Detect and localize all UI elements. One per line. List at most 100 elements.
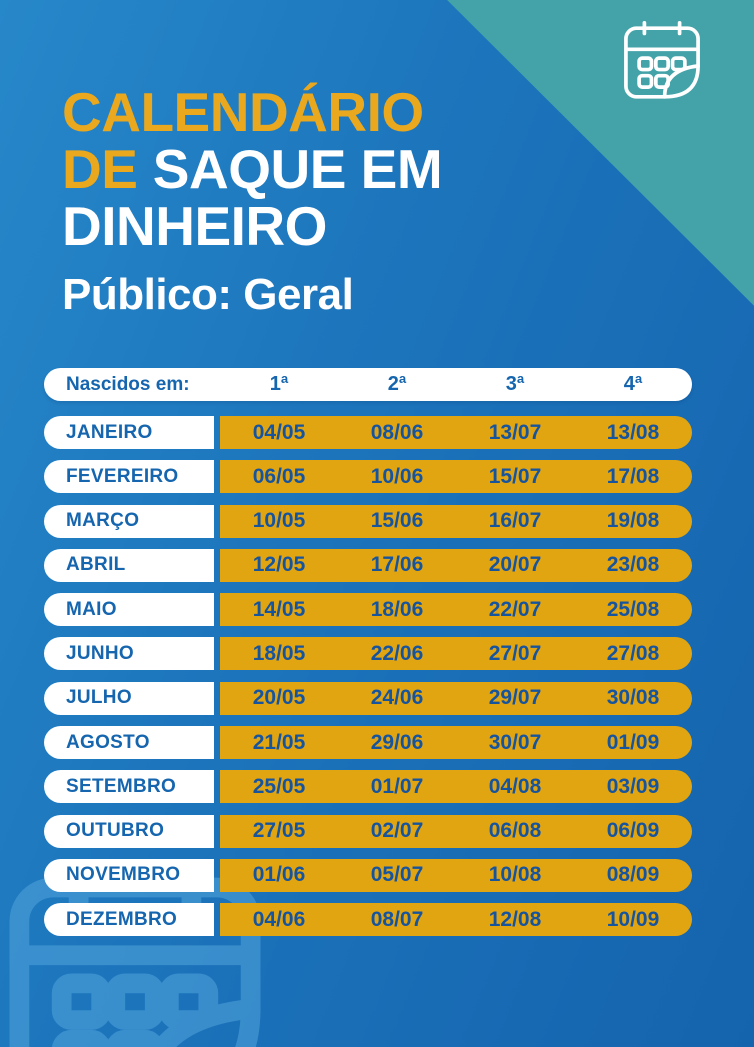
month-cell: NOVEMBRO (44, 858, 214, 892)
date-value: 29/07 (488, 686, 542, 710)
table-row: DEZEMBRO 04/06 08/07 12/08 10/09 (44, 903, 692, 937)
table-header-columns: 1ª 2ª 3ª 4ª (220, 373, 692, 396)
date-value: 20/07 (488, 553, 542, 577)
date-value: 15/06 (370, 509, 424, 533)
dates-cell: 12/05 17/06 20/07 23/08 (220, 548, 692, 582)
date-value: 10/09 (606, 907, 660, 931)
date-value: 15/07 (488, 464, 542, 488)
date-value: 08/09 (606, 863, 660, 887)
column-header-2: 2ª (387, 373, 407, 395)
date-value: 29/06 (370, 730, 424, 754)
table-row: JANEIRO 04/05 08/06 13/07 13/08 (44, 416, 692, 449)
date-value: 13/07 (488, 420, 542, 444)
month-label: OUTUBRO (66, 820, 165, 842)
month-label: NOVEMBRO (66, 864, 181, 886)
dates-cell: 14/05 18/06 22/07 25/08 (220, 593, 692, 627)
date-value: 30/08 (606, 686, 660, 710)
date-value: 04/05 (252, 420, 306, 444)
date-value: 06/05 (252, 464, 306, 488)
table-row: AGOSTO 21/05 29/06 30/07 01/09 (44, 726, 692, 760)
dates-cell: 04/06 08/07 12/08 10/09 (220, 903, 692, 937)
date-value: 20/05 (252, 686, 306, 710)
column-header-4: 4ª (623, 373, 643, 395)
calendar-icon (625, 22, 699, 98)
month-cell: DEZEMBRO (44, 903, 214, 937)
month-cell: MAIO (44, 593, 214, 627)
date-value: 27/08 (606, 641, 660, 665)
dates-cell: 20/05 24/06 29/07 30/08 (220, 681, 692, 715)
date-value: 04/06 (252, 907, 306, 931)
month-label: DEZEMBRO (66, 908, 178, 930)
date-value: 19/08 (606, 509, 660, 533)
date-value: 06/08 (488, 819, 542, 843)
month-cell: OUTUBRO (44, 814, 214, 848)
table-row: MARÇO 10/05 15/06 16/07 19/08 (44, 504, 692, 538)
date-value: 16/07 (488, 509, 542, 533)
dates-cell: 21/05 29/06 30/07 01/09 (220, 726, 692, 760)
date-value: 23/08 (606, 553, 660, 577)
dates-cell: 25/05 01/07 04/08 03/09 (220, 770, 692, 804)
table-row: JUNHO 18/05 22/06 27/07 27/08 (44, 637, 692, 671)
date-value: 18/06 (370, 597, 424, 621)
month-cell: MARÇO (44, 504, 214, 538)
date-value: 04/08 (488, 774, 542, 798)
month-cell: SETEMBRO (44, 770, 214, 804)
month-cell: JUNHO (44, 637, 214, 671)
title-line-3: DINHEIRO (62, 198, 442, 255)
date-value: 17/06 (370, 553, 424, 577)
date-value: 13/08 (606, 420, 660, 444)
dates-cell: 10/05 15/06 16/07 19/08 (220, 504, 692, 538)
date-value: 05/07 (370, 863, 424, 887)
month-cell: AGOSTO (44, 726, 214, 760)
dates-cell: 27/05 02/07 06/08 06/09 (220, 814, 692, 848)
title-line1-text: CALENDÁRIO (62, 81, 424, 143)
date-value: 22/07 (488, 597, 542, 621)
date-value: 27/05 (252, 819, 306, 843)
dates-cell: 06/05 10/06 15/07 17/08 (220, 460, 692, 494)
subtitle: Público: Geral (62, 270, 354, 319)
dates-cell: 18/05 22/06 27/07 27/08 (220, 637, 692, 671)
month-label: MAIO (66, 598, 117, 620)
date-value: 10/05 (252, 509, 306, 533)
dates-cell: 01/06 05/07 10/08 08/09 (220, 858, 692, 892)
date-value: 12/05 (252, 553, 306, 577)
month-label: FEVEREIRO (66, 465, 179, 487)
table-row: FEVEREIRO 06/05 10/06 15/07 17/08 (44, 460, 692, 494)
table-row: SETEMBRO 25/05 01/07 04/08 03/09 (44, 770, 692, 804)
column-header-3: 3ª (505, 373, 525, 395)
date-value: 30/07 (488, 730, 542, 754)
title-line2-rest: SAQUE EM (152, 138, 443, 200)
title-line3-text: DINHEIRO (62, 195, 327, 257)
date-value: 02/07 (370, 819, 424, 843)
month-label: JANEIRO (66, 421, 153, 443)
month-cell: JANEIRO (44, 416, 214, 449)
date-value: 14/05 (252, 597, 306, 621)
table-row: MAIO 14/05 18/06 22/07 25/08 (44, 593, 692, 627)
date-value: 24/06 (370, 686, 424, 710)
calendar-table-rows: JANEIRO 04/05 08/06 13/07 13/08 FEVEREIRO 06/0… (44, 416, 692, 937)
title-line-2: DE SAQUE EM (62, 138, 443, 200)
date-value: 12/08 (488, 907, 542, 931)
table-row: NOVEMBRO 01/06 05/07 10/08 08/09 (44, 858, 692, 892)
date-value: 01/07 (370, 774, 424, 798)
date-value: 08/06 (370, 420, 424, 444)
date-value: 18/05 (252, 641, 306, 665)
date-value: 01/09 (606, 730, 660, 754)
date-value: 25/05 (252, 774, 306, 798)
title-line-1: CALENDÁRIO (62, 84, 442, 141)
month-cell: JULHO (44, 681, 214, 715)
month-label: JULHO (66, 687, 132, 709)
table-header-label: Nascidos em: (66, 373, 190, 395)
date-value: 08/07 (370, 907, 424, 931)
date-value: 17/08 (606, 464, 660, 488)
title-block: CALENDÁRIO DE SAQUE EM DINHEIRO Público: … (62, 84, 443, 320)
month-cell: ABRIL (44, 548, 214, 582)
table-row: ABRIL 12/05 17/06 20/07 23/08 (44, 548, 692, 582)
date-value: 10/08 (488, 863, 542, 887)
date-value: 01/06 (252, 863, 306, 887)
dates-cell: 04/05 08/06 13/07 13/08 (220, 416, 692, 449)
date-value: 06/09 (606, 819, 660, 843)
month-label: ABRIL (66, 554, 126, 576)
date-value: 27/07 (488, 641, 542, 665)
date-value: 21/05 (252, 730, 306, 754)
